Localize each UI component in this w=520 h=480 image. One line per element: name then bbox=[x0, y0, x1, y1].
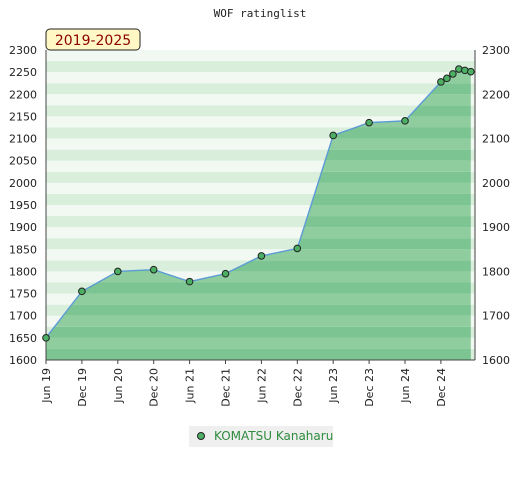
background-band bbox=[46, 149, 475, 161]
data-point bbox=[329, 131, 338, 140]
left-tick-label: 2300 bbox=[9, 44, 37, 57]
background-band bbox=[46, 205, 475, 217]
background-band bbox=[46, 50, 475, 62]
data-point bbox=[114, 267, 122, 276]
left-tick-label: 1700 bbox=[9, 310, 37, 323]
data-point bbox=[293, 244, 302, 253]
left-tick-label: 1850 bbox=[9, 243, 37, 256]
legend-marker bbox=[197, 432, 205, 440]
background-band bbox=[46, 182, 475, 194]
right-tick-label: 2100 bbox=[482, 133, 510, 146]
area-band bbox=[46, 282, 471, 294]
left-tick-label: 2050 bbox=[9, 155, 37, 168]
data-point bbox=[449, 70, 457, 78]
left-tick-label: 2000 bbox=[9, 177, 37, 190]
data-point bbox=[443, 74, 451, 83]
background-band bbox=[46, 238, 475, 250]
right-tick-label: 1600 bbox=[482, 354, 510, 367]
left-tick-label: 2250 bbox=[9, 66, 37, 79]
left-tick-label: 2150 bbox=[9, 110, 37, 123]
data-point bbox=[149, 265, 158, 274]
left-tick-label: 1800 bbox=[9, 265, 37, 278]
rating-markers bbox=[42, 65, 475, 342]
background-band bbox=[46, 138, 475, 150]
area-band bbox=[46, 348, 471, 360]
x-tick-label: Dec 24 bbox=[435, 368, 448, 407]
right-tick-label: 1900 bbox=[482, 221, 510, 234]
left-tick-label: 2100 bbox=[9, 133, 37, 146]
data-point bbox=[42, 334, 50, 342]
data-point bbox=[437, 78, 445, 86]
area-band bbox=[46, 304, 471, 316]
left-axis-ticks: 1600 1650 1700 1750 1800 1850 1900 1950 2000 2050… bbox=[9, 44, 37, 367]
background-band bbox=[46, 160, 475, 172]
x-tick-label: Jun 21 bbox=[184, 368, 197, 404]
left-tick-label: 1650 bbox=[9, 332, 37, 345]
area-band bbox=[46, 337, 471, 349]
area-band bbox=[46, 260, 471, 272]
background-band bbox=[46, 72, 475, 84]
x-tick-label: Dec 22 bbox=[291, 368, 304, 407]
x-tick-label: Jun 19 bbox=[40, 368, 53, 404]
right-axis-ticks: 1600 1700 1800 1900 2000 2100 2200 2300 bbox=[482, 44, 510, 367]
background-band bbox=[46, 127, 475, 139]
data-point bbox=[257, 252, 266, 260]
legend-label: KOMATSU Kanaharu bbox=[214, 429, 333, 443]
x-tick-label: Jun 22 bbox=[255, 368, 268, 404]
data-point bbox=[365, 118, 373, 127]
data-point bbox=[185, 277, 194, 286]
right-tick-label: 2000 bbox=[482, 177, 510, 190]
data-point bbox=[455, 65, 463, 73]
data-point bbox=[401, 117, 409, 125]
background-band bbox=[46, 171, 475, 183]
left-tick-label: 1900 bbox=[9, 221, 37, 234]
x-tick-label: Dec 19 bbox=[76, 368, 89, 407]
background-band bbox=[46, 116, 475, 128]
legend: KOMATSU Kanaharu bbox=[189, 426, 333, 447]
period-label: 2019-2025 bbox=[55, 33, 131, 49]
data-point bbox=[78, 287, 86, 296]
left-tick-label: 2200 bbox=[9, 88, 37, 101]
background-band bbox=[46, 193, 475, 205]
x-tick-label: Jun 23 bbox=[327, 368, 340, 404]
x-tick-label: Dec 21 bbox=[220, 368, 233, 407]
background-band bbox=[46, 227, 475, 239]
x-tick-label: Dec 23 bbox=[363, 368, 376, 407]
right-tick-label: 1800 bbox=[482, 265, 510, 278]
left-tick-label: 1600 bbox=[9, 354, 37, 367]
period-badge: 2019-2025 bbox=[45, 28, 141, 51]
left-tick-label: 1750 bbox=[9, 288, 37, 301]
area-band bbox=[46, 271, 471, 283]
x-tick-label: Dec 20 bbox=[148, 368, 161, 407]
left-tick-label: 1950 bbox=[9, 199, 37, 212]
background-band bbox=[46, 61, 475, 73]
background-band bbox=[46, 94, 475, 106]
background-band bbox=[46, 83, 475, 95]
data-point bbox=[467, 67, 475, 76]
background-band bbox=[46, 216, 475, 228]
chart-title: WOF ratinglist bbox=[214, 7, 307, 20]
data-point bbox=[461, 66, 469, 75]
area-band bbox=[46, 293, 471, 305]
x-tick-label: Jun 24 bbox=[399, 368, 412, 404]
data-point bbox=[221, 269, 230, 278]
area-band bbox=[46, 315, 471, 327]
area-band bbox=[46, 326, 471, 338]
x-axis-ticks: Jun 19 Dec 19 Jun 20 Dec 20 Jun 21 Dec 21 Jun … bbox=[40, 360, 448, 407]
right-tick-label: 2300 bbox=[482, 44, 510, 57]
x-tick-label: Jun 20 bbox=[112, 368, 125, 404]
right-tick-label: 1700 bbox=[482, 310, 510, 323]
right-tick-label: 2200 bbox=[482, 88, 510, 101]
background-band bbox=[46, 105, 475, 117]
